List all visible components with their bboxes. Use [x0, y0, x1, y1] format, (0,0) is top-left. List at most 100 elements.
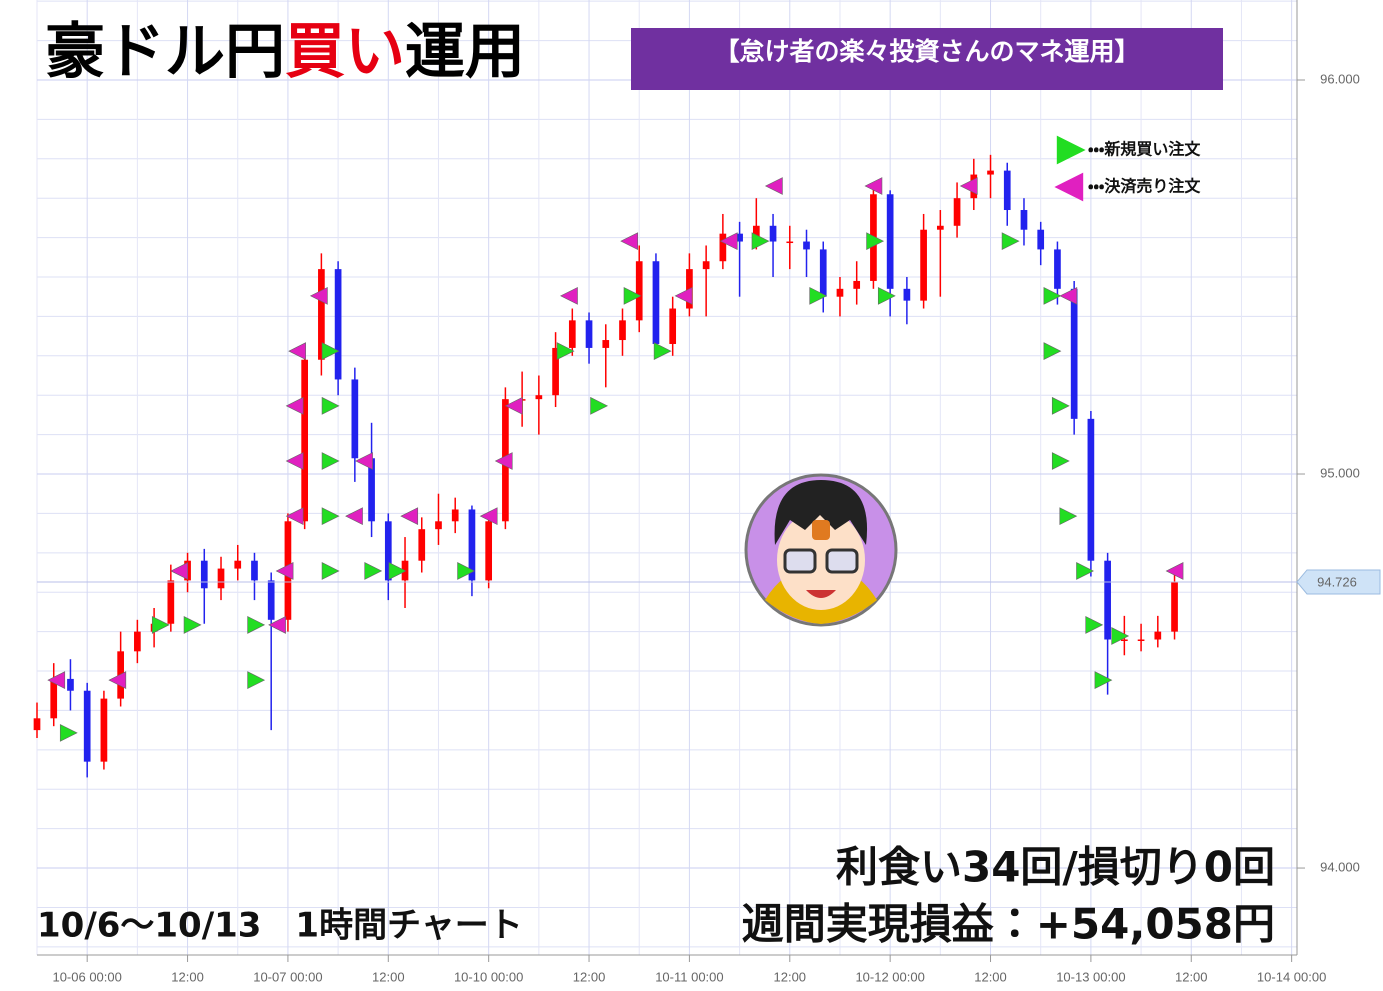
candle-body: [736, 233, 743, 242]
order-marker: [764, 177, 783, 195]
order-marker: [866, 232, 885, 251]
candle-body: [1003, 170, 1011, 211]
order-marker: [590, 396, 609, 415]
order-marker: [275, 562, 294, 580]
order-marker: [494, 452, 513, 470]
order-marker: [556, 342, 575, 360]
legend: ・・・新規買い注文・・・決済売り注文: [1054, 135, 1201, 202]
candle-body: [134, 631, 141, 652]
x-tick-label: 12:00: [171, 969, 204, 984]
order-marker: [1076, 562, 1094, 580]
order-marker: [285, 396, 304, 415]
x-tick-label: 10-11 00:00: [655, 969, 723, 984]
title-part: 買い: [285, 17, 405, 87]
order-marker: [400, 507, 419, 526]
banner: 【怠け者の楽々投資さんのマネ運用】: [714, 37, 1139, 66]
candle-body: [987, 170, 994, 175]
order-marker: [479, 507, 498, 526]
candle-body: [1137, 639, 1145, 642]
order-marker: [560, 287, 578, 305]
order-marker: [457, 562, 476, 580]
x-tick-label: 10-06 00:00: [52, 969, 121, 984]
candle-body: [351, 379, 359, 459]
order-marker: [47, 671, 66, 689]
order-marker: [285, 507, 304, 526]
order-marker: [321, 396, 340, 415]
candle-body: [836, 288, 844, 297]
candle-body: [384, 521, 392, 581]
title-part: 豪ドル円: [45, 17, 285, 87]
title-part: 運用: [405, 17, 525, 87]
x-tick-label: 12:00: [573, 969, 606, 984]
candle-body: [1087, 418, 1095, 561]
legend-label: ・・・新規買い注文: [1088, 140, 1201, 159]
candle-body: [953, 198, 961, 226]
y-tick-label: 95.000: [1320, 465, 1360, 480]
result-count: 利食い34回/損切り0回: [836, 843, 1275, 892]
candle-body: [200, 560, 208, 589]
candle-body: [451, 509, 459, 522]
order-marker: [719, 232, 738, 251]
order-marker: [268, 616, 286, 634]
order-marker: [364, 562, 383, 580]
candle-body: [619, 320, 626, 341]
order-marker: [653, 342, 672, 360]
order-marker: [1085, 616, 1104, 634]
title: 豪ドル円買い運用: [45, 17, 525, 87]
candle-body: [702, 261, 710, 270]
candle-body: [669, 308, 677, 344]
candle-body: [368, 458, 375, 522]
grid: [36, 0, 1297, 955]
order-marker: [1001, 232, 1020, 251]
order-marker: [170, 562, 189, 580]
order-marker: [183, 616, 202, 634]
candle-body: [67, 678, 74, 691]
legend-marker: [1056, 135, 1086, 165]
order-marker: [345, 507, 363, 526]
order-marker: [1059, 287, 1078, 305]
order-marker: [1051, 396, 1070, 415]
order-marker: [108, 671, 127, 689]
candle-body: [903, 288, 911, 301]
x-tick-label: 12:00: [1175, 969, 1208, 984]
legend-label: ・・・決済売り注文: [1088, 177, 1201, 196]
order-marker: [959, 177, 978, 195]
order-marker: [321, 342, 340, 360]
x-tick-label: 10-13 00:00: [1056, 969, 1125, 984]
order-marker: [321, 507, 340, 526]
order-marker: [674, 287, 693, 305]
candle-body: [1020, 210, 1028, 230]
candle-body: [1054, 249, 1061, 289]
order-marker: [285, 452, 304, 470]
order-marker: [288, 342, 306, 360]
candle-body: [1070, 288, 1078, 419]
candle-body: [1037, 229, 1045, 250]
candle-body: [33, 718, 41, 731]
candle-body: [83, 690, 91, 762]
last-price-tag: [1296, 569, 1381, 595]
order-marker: [1051, 452, 1070, 470]
candle-body: [853, 280, 861, 289]
candle-body: [1104, 560, 1111, 640]
avatar: [744, 473, 898, 627]
candle-body: [485, 521, 493, 581]
order-marker: [355, 452, 373, 470]
candle-body: [267, 580, 275, 620]
candle-body: [1121, 639, 1128, 642]
candle-body: [786, 241, 794, 244]
candle-body: [167, 580, 175, 624]
candle-body: [100, 698, 108, 762]
x-tick-label: 10-12 00:00: [855, 969, 924, 984]
candle-body: [217, 568, 225, 589]
order-marker: [1059, 507, 1078, 526]
order-marker: [247, 671, 266, 689]
candle-body: [334, 269, 342, 380]
candle-body: [435, 521, 442, 530]
candle-body: [418, 529, 426, 561]
candle-body: [1171, 581, 1178, 632]
candle-body: [251, 560, 258, 581]
plot: [33, 154, 1297, 778]
candle-body: [635, 261, 643, 321]
